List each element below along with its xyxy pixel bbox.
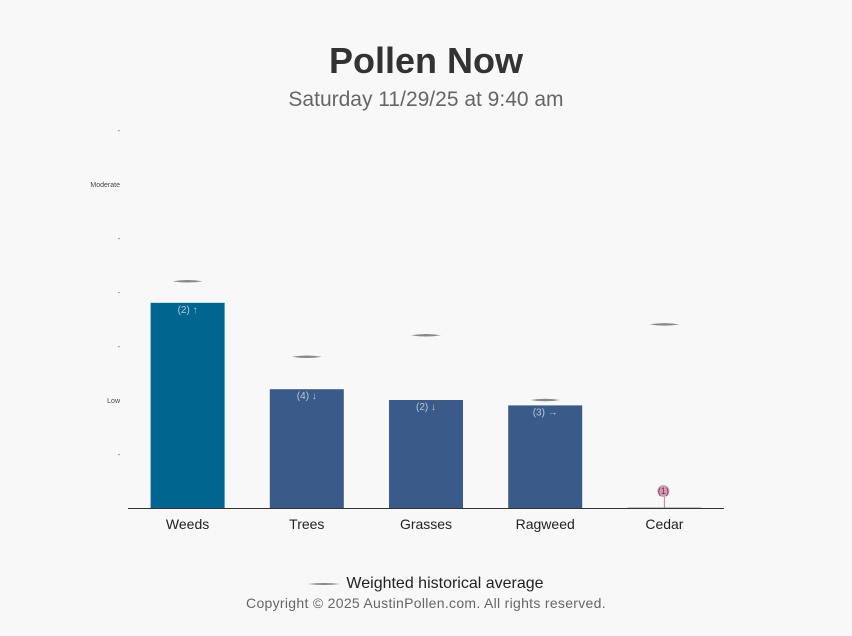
x-tick-label-cedar: Cedar bbox=[645, 516, 683, 532]
bar-label-trees: (4) ↓ bbox=[297, 391, 317, 402]
chart-title: Pollen Now bbox=[328, 40, 523, 81]
bar-label-weeds: (2) ↑ bbox=[178, 305, 198, 316]
y-tick-label-0: - bbox=[118, 452, 121, 459]
y-tick-label-5: Moderate bbox=[90, 182, 120, 189]
x-tick-label-weeds: Weeds bbox=[166, 516, 209, 532]
y-tick-label-3: - bbox=[118, 290, 121, 297]
bar-marker-cedar bbox=[657, 485, 670, 497]
x-tick-label-grasses: Grasses bbox=[400, 516, 452, 532]
bar-label-cedar: (1) bbox=[658, 486, 669, 496]
y-tick-label-6: - bbox=[118, 128, 121, 135]
average-marker-trees bbox=[291, 355, 322, 359]
copyright-notice: Copyright © 2025 AustinPollen.com. All r… bbox=[246, 595, 606, 611]
legend-average-marker-icon bbox=[308, 582, 341, 585]
legend-label: Weighted historical average bbox=[346, 575, 544, 592]
bar-weeds bbox=[150, 302, 225, 508]
x-tick-label-ragweed: Ragweed bbox=[516, 516, 575, 532]
chart-subtitle: Saturday 11/29/25 at 9:40 am bbox=[288, 88, 564, 111]
average-marker-cedar bbox=[649, 323, 680, 326]
y-tick-label-1: Low bbox=[107, 398, 121, 405]
bar-ragweed bbox=[508, 405, 583, 508]
pollen-bar-chart: - Low - - - Moderate - (2) ↑ Weeds (4) ↓ Trees (2) … bbox=[90, 128, 724, 532]
bar-grasses bbox=[389, 400, 463, 508]
bar-label-ragweed: (3) → bbox=[533, 407, 558, 418]
x-tick-label-trees: Trees bbox=[289, 516, 324, 532]
average-marker-ragweed bbox=[530, 398, 561, 402]
average-marker-weeds bbox=[172, 279, 203, 283]
bar-trees bbox=[269, 389, 344, 508]
y-tick-label-4: - bbox=[118, 236, 121, 243]
y-tick-label-2: - bbox=[118, 344, 121, 351]
bar-label-grasses: (2) ↓ bbox=[416, 402, 436, 413]
average-marker-grasses bbox=[411, 333, 441, 337]
legend: Weighted historical average bbox=[0, 575, 852, 593]
